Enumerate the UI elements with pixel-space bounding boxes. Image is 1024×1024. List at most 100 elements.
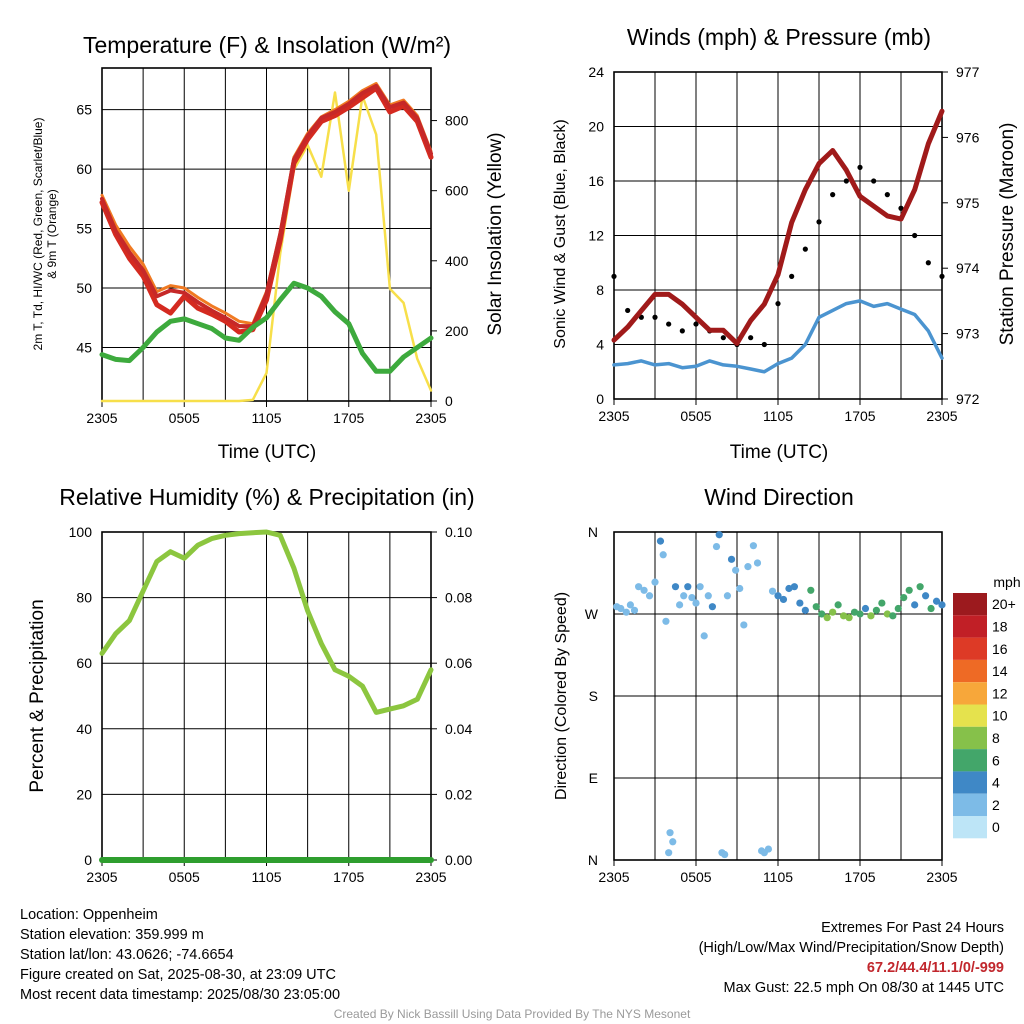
direction-point: [812, 603, 820, 611]
rh-y2-tick-label: 0.04: [445, 721, 472, 737]
direction-point: [732, 566, 740, 574]
direction-point: [736, 584, 744, 593]
gust-point: [748, 335, 754, 341]
speed-legend-swatch: [953, 593, 987, 616]
speed-legend-swatch: [953, 682, 987, 705]
direction-point: [662, 617, 670, 625]
rh-y-tick-label: 40: [76, 721, 92, 737]
direction-point: [617, 604, 625, 613]
wind-x-tick-label: 0505: [680, 408, 711, 424]
rh-y-tick-label: 100: [69, 524, 93, 540]
temp-y-tick-label: 55: [76, 221, 92, 237]
temp-y2-tick-label: 400: [445, 253, 469, 269]
gust-point: [830, 192, 836, 198]
direction-point: [790, 583, 799, 591]
speed-legend-label: 4: [992, 775, 1000, 791]
direction-point: [938, 601, 946, 609]
credit-line: Created By Nick Bassill Using Data Provi…: [333, 1007, 691, 1021]
direction-point: [708, 603, 717, 611]
direction-point: [764, 845, 773, 853]
direction-point: [889, 612, 897, 620]
direction-point: [878, 599, 886, 607]
speed-legend-swatch: [953, 637, 987, 660]
rh-y2-tick-label: 0.08: [445, 590, 472, 606]
temp-x-tick-label: 0505: [169, 410, 200, 426]
direction-point: [932, 597, 941, 605]
speed-legend-swatch: [953, 771, 987, 794]
direction-point: [872, 606, 881, 614]
gust-point: [666, 321, 672, 327]
gust-point: [898, 205, 904, 211]
direction-point: [626, 601, 635, 609]
direction-point: [680, 592, 688, 600]
direction-point: [916, 583, 924, 591]
station-latlon: Station lat/lon: 43.0626; -74.6654: [20, 947, 234, 963]
temp-y2-axis-label: Solar Insolation (Yellow): [485, 132, 506, 335]
direction-point: [823, 614, 831, 622]
temp-chart-title: Temperature (F) & Insolation (W/m²): [83, 32, 451, 58]
gust-point: [775, 301, 781, 307]
speed-legend-label: 16: [992, 641, 1008, 657]
temp-y2-tick-label: 200: [445, 323, 469, 339]
temp-y-axis-label-line1: 2m T, Td, HI/WC (Red, Green, Scarlet/Blu…: [31, 118, 45, 351]
gust-point: [925, 260, 931, 266]
station-location: Location: Oppenheim: [20, 907, 158, 923]
wind-y2-tick-label: 975: [956, 195, 980, 211]
temp-y-axis-label-line2: & 9m T (Orange): [45, 189, 59, 279]
direction-point: [700, 632, 708, 640]
speed-legend-swatch: [953, 793, 987, 816]
direction-point: [922, 592, 930, 600]
direction-point: [774, 592, 782, 600]
speed-legend-label: 8: [992, 730, 1000, 746]
gust-point: [802, 246, 808, 252]
speed-legend-label: 0: [992, 819, 1000, 835]
rh-y-axis-label: Percent & Precipitation: [27, 599, 48, 792]
direction-point: [834, 601, 842, 609]
wind-y-tick-label: 0: [596, 391, 604, 407]
direction-point: [666, 829, 674, 837]
station-pressure-series: [611, 108, 945, 346]
wind-y-tick-label: 24: [588, 64, 604, 80]
direction-point: [704, 592, 712, 600]
dir-x-tick-label: 2305: [926, 869, 957, 885]
dir-y-tick-label: W: [585, 606, 599, 622]
dir-y-tick-label: E: [589, 770, 598, 786]
direction-point: [801, 606, 809, 614]
wind-y2-tick-label: 972: [956, 391, 980, 407]
relative-humidity-series: [99, 529, 434, 715]
rh-x-tick-label: 2305: [415, 869, 446, 885]
wind-y2-axis-label: Station Pressure (Maroon): [997, 123, 1018, 346]
speed-legend-swatch: [953, 659, 987, 683]
direction-point: [630, 606, 639, 614]
temp-y-tick-label: 65: [76, 102, 92, 118]
direction-point: [651, 578, 659, 586]
sonic-wind-series: [612, 299, 944, 374]
direction-point: [807, 586, 815, 594]
gust-point: [871, 178, 877, 184]
dir-x-tick-label: 1705: [844, 869, 875, 885]
rh-y2-tick-label: 0.06: [445, 655, 472, 671]
rh-y-tick-label: 60: [76, 655, 92, 671]
speed-legend-label: 10: [992, 708, 1008, 724]
direction-point: [779, 595, 788, 604]
dir-x-tick-label: 1105: [763, 869, 793, 885]
speed-legend-swatch: [953, 726, 987, 750]
gust-point: [843, 178, 849, 184]
rh-x-tick-label: 1105: [251, 869, 281, 885]
recent-timestamp: Most recent data timestamp: 2025/08/30 2…: [20, 987, 341, 1003]
gust-point: [789, 273, 795, 279]
dewpoint-series: [99, 280, 434, 374]
heat-index-series: [100, 83, 433, 329]
direction-point: [744, 563, 752, 571]
direction-point: [692, 599, 700, 607]
direction-point: [665, 849, 673, 857]
direction-point: [845, 614, 853, 622]
wind-x-tick-label: 1105: [763, 408, 793, 424]
gust-point: [652, 314, 658, 320]
direction-point: [684, 583, 692, 591]
rh-y-tick-label: 20: [76, 786, 92, 802]
station-elevation: Station elevation: 359.999 m: [20, 927, 204, 943]
direction-point: [840, 612, 848, 620]
direction-point: [645, 592, 654, 600]
